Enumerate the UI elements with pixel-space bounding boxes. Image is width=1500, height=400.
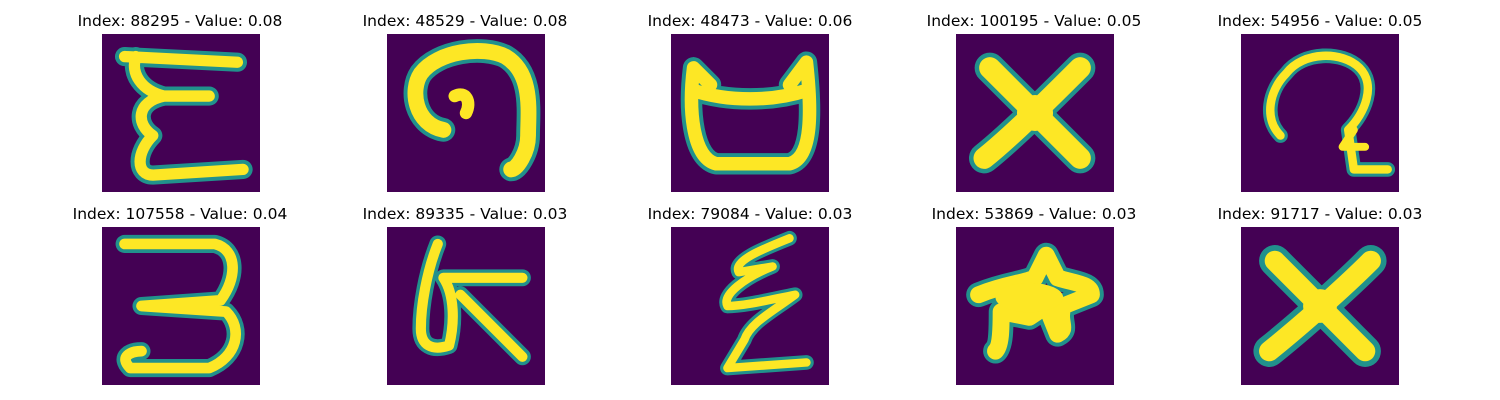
panel-image: [671, 227, 829, 385]
panel-title: Index: 48529 - Value: 0.08: [315, 11, 615, 31]
panel-title: Index: 91717 - Value: 0.03: [1170, 204, 1470, 224]
panel-image: [1241, 227, 1399, 385]
panel-title: Index: 48473 - Value: 0.06: [600, 11, 900, 31]
panel-image: [387, 34, 545, 192]
panel-title: Index: 88295 - Value: 0.08: [30, 11, 330, 31]
panel-image: [102, 227, 260, 385]
panel-image: [671, 34, 829, 192]
panel-image: [1241, 34, 1399, 192]
panel-image: [956, 227, 1114, 385]
panel-image: [102, 34, 260, 192]
panel-title: Index: 54956 - Value: 0.05: [1170, 11, 1470, 31]
panel-title: Index: 100195 - Value: 0.05: [884, 11, 1184, 31]
panel-image: [956, 34, 1114, 192]
panel-image: [387, 227, 545, 385]
panel-title: Index: 79084 - Value: 0.03: [600, 204, 900, 224]
panel-title: Index: 89335 - Value: 0.03: [315, 204, 615, 224]
panel-title: Index: 53869 - Value: 0.03: [884, 204, 1184, 224]
panel-title: Index: 107558 - Value: 0.04: [30, 204, 330, 224]
